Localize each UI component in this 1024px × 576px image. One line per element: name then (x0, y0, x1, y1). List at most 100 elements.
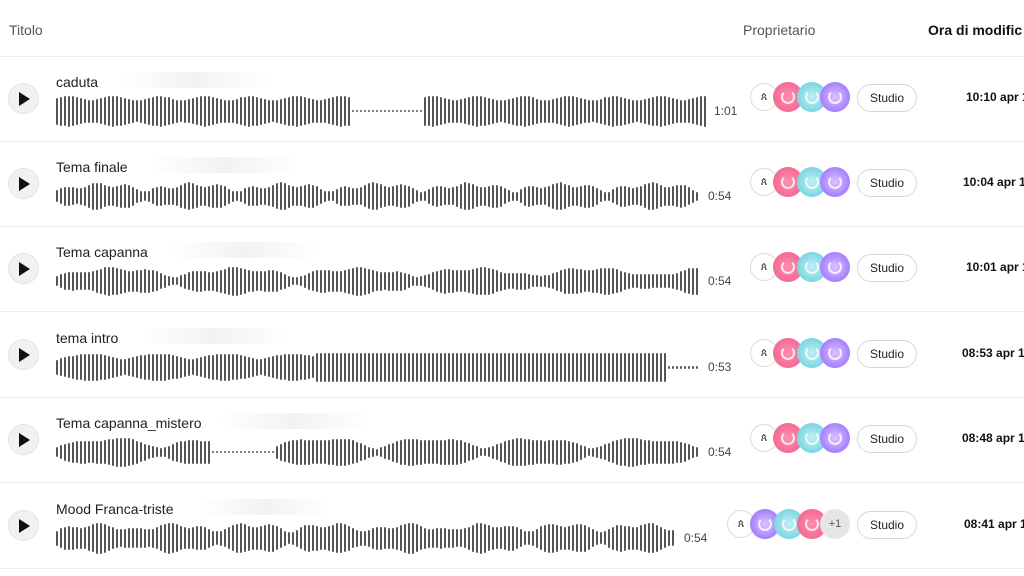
waveform-bar (308, 98, 310, 124)
table-row[interactable]: caduta 1:01 ጰ Studio 10:10 apr 1 (0, 56, 1024, 142)
waveform-bar (444, 440, 446, 465)
waveform-bar (412, 353, 414, 382)
waveform-bar (568, 96, 570, 127)
waveform-bar (136, 441, 138, 464)
avatar[interactable] (820, 423, 850, 453)
waveform[interactable] (56, 264, 700, 298)
waveform-bar (124, 98, 126, 125)
waveform-bar (640, 439, 642, 465)
waveform-bar (540, 276, 542, 287)
waveform-bar (360, 531, 362, 546)
waveform-bar (596, 447, 598, 458)
studio-button[interactable]: Studio (857, 254, 918, 282)
waveform-bar (148, 529, 150, 547)
waveform-bar (496, 527, 498, 549)
avatar[interactable] (820, 167, 850, 197)
waveform-bar (220, 354, 222, 381)
waveform-bar (72, 272, 74, 291)
waveform-bar (248, 270, 250, 292)
waveform[interactable] (56, 521, 676, 555)
waveform-bar (644, 524, 646, 552)
waveform-bar (552, 273, 554, 289)
waveform-bar (540, 353, 542, 382)
table-row[interactable]: Mood Franca-triste 0:54 ጰ +1 Studio 08:4… (0, 483, 1024, 569)
waveform-bar (196, 97, 198, 125)
waveform-bar (96, 441, 98, 464)
waveform-bar (400, 272, 402, 291)
waveform[interactable] (56, 179, 700, 213)
studio-button[interactable]: Studio (857, 425, 918, 453)
waveform-bar (688, 99, 690, 123)
waveform[interactable] (56, 435, 700, 469)
studio-button[interactable]: Studio (857, 340, 918, 368)
waveform-bar (184, 100, 186, 123)
play-button[interactable] (8, 253, 39, 284)
owner-glyph-icon[interactable]: ጰ (750, 253, 778, 281)
waveform-bar (284, 274, 286, 289)
waveform-bar (416, 277, 418, 286)
waveform-bar (492, 527, 494, 550)
waveform-bar (276, 271, 278, 292)
table-row[interactable]: tema intro 0:53 ጰ Studio 08:53 apr 1 (0, 312, 1024, 398)
waveform-bar (648, 523, 650, 553)
waveform-bar (600, 446, 602, 459)
blurred-tag (170, 242, 320, 258)
waveform-bar (540, 526, 542, 550)
waveform-bar (116, 529, 118, 548)
waveform-bar (576, 97, 578, 125)
play-button[interactable] (8, 339, 39, 370)
waveform-bar (204, 441, 206, 464)
more-owners-badge[interactable]: +1 (820, 509, 850, 539)
waveform-bar (312, 440, 314, 464)
table-row[interactable]: Tema capanna_mistero 0:54 ጰ Studio 08:48… (0, 397, 1024, 483)
table-row[interactable]: Tema capanna 0:54 ጰ Studio 10:01 apr 1 (0, 226, 1024, 312)
play-button[interactable] (8, 168, 39, 199)
waveform-bar (188, 99, 190, 123)
waveform-bar (152, 529, 154, 548)
play-button[interactable] (8, 424, 39, 455)
waveform-bar (96, 99, 98, 123)
waveform-bar (208, 441, 210, 464)
waveform-bar (504, 188, 506, 204)
table-row[interactable]: Tema finale 0:54 ጰ Studio 10:04 apr 1 (0, 141, 1024, 227)
avatar[interactable] (820, 338, 850, 368)
waveform-bar (432, 529, 434, 548)
waveform-bar (72, 356, 74, 379)
waveform-bar (528, 531, 530, 545)
play-button[interactable] (8, 83, 39, 114)
avatar[interactable] (820, 252, 850, 282)
waveform[interactable] (56, 94, 708, 128)
avatar[interactable] (820, 82, 850, 112)
waveform-bar (380, 110, 382, 112)
studio-button[interactable]: Studio (857, 511, 918, 539)
waveform-bar (324, 353, 326, 382)
waveform-bar (516, 353, 518, 382)
waveform-bar (344, 186, 346, 206)
waveform-bar (612, 527, 614, 550)
studio-button[interactable]: Studio (857, 169, 918, 197)
waveform-bar (92, 100, 94, 123)
waveform-bar (296, 187, 298, 206)
play-button[interactable] (8, 510, 39, 541)
waveform-bar (224, 354, 226, 381)
waveform-bar (208, 529, 210, 548)
waveform-bar (344, 524, 346, 552)
waveform-bar (416, 110, 418, 112)
avatar[interactable] (773, 252, 803, 282)
column-header-modified[interactable]: Ora di modific (928, 22, 1023, 38)
waveform-bar (440, 186, 442, 206)
waveform-bar (368, 353, 370, 382)
waveform-bar (656, 183, 658, 209)
waveform-bar (112, 439, 114, 466)
studio-button[interactable]: Studio (857, 84, 918, 112)
waveform-bar (400, 110, 402, 112)
waveform-bar (580, 524, 582, 552)
waveform-bar (192, 98, 194, 124)
column-header-owner[interactable]: Proprietario (743, 22, 816, 38)
waveform[interactable] (56, 350, 700, 384)
waveform-bar (536, 353, 538, 382)
waveform-bar (512, 353, 514, 382)
waveform-bar (432, 96, 434, 127)
waveform-bar (592, 353, 594, 382)
column-header-title[interactable]: Titolo (9, 22, 43, 38)
